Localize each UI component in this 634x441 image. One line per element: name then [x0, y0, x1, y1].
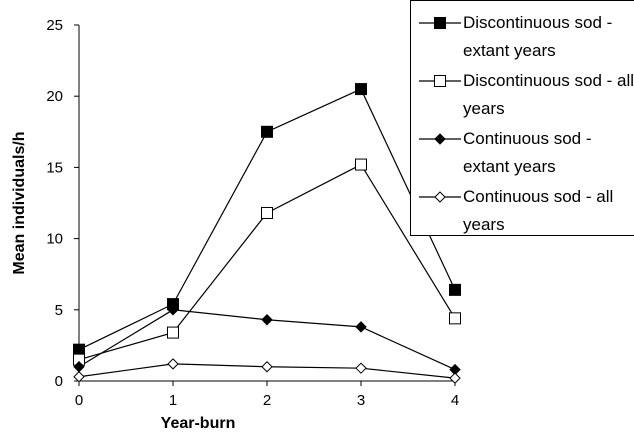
marker — [167, 358, 179, 370]
marker — [434, 191, 446, 203]
marker — [449, 312, 461, 325]
legend: Discontinuous sod - extant years Disconti… — [410, 0, 634, 236]
marker — [434, 133, 446, 145]
series-line — [78, 163, 456, 361]
marker — [167, 326, 179, 339]
marker — [434, 75, 446, 87]
marker — [355, 321, 367, 333]
x-tick-label: 1 — [169, 392, 177, 409]
marker — [261, 314, 273, 326]
legend-label: Continuous sod - all years — [463, 187, 614, 234]
marker — [261, 361, 273, 373]
y-tick-label: 25 — [46, 17, 63, 34]
x-tick-label: 0 — [75, 392, 83, 409]
legend-label: Discontinuous sod - all years — [463, 71, 634, 118]
marker — [449, 372, 461, 384]
y-tick-label: 20 — [46, 88, 63, 105]
y-axis-label: Mean individuals/h — [11, 131, 28, 274]
marker — [167, 304, 179, 316]
y-tick-label: 5 — [55, 302, 63, 319]
legend-label: Discontinuous sod - extant years — [463, 13, 613, 60]
marker — [434, 17, 446, 29]
marker — [73, 343, 85, 356]
x-tick-label: 4 — [451, 392, 459, 409]
marker — [73, 371, 85, 383]
marker — [355, 362, 367, 374]
y-tick-label: 10 — [46, 231, 63, 248]
marker — [355, 83, 367, 96]
x-axis-label: Year-burn — [161, 415, 236, 432]
marker — [261, 206, 273, 219]
legend-label: Continuous sod - extant years — [463, 129, 592, 176]
x-tick-label: 3 — [357, 392, 365, 409]
legend-keys — [419, 17, 461, 203]
marker — [261, 125, 273, 138]
marker — [449, 283, 461, 296]
y-tick-label: 0 — [55, 373, 63, 390]
marker — [355, 158, 367, 171]
y-tick-label: 15 — [46, 159, 63, 176]
x-tick-label: 2 — [263, 392, 271, 409]
